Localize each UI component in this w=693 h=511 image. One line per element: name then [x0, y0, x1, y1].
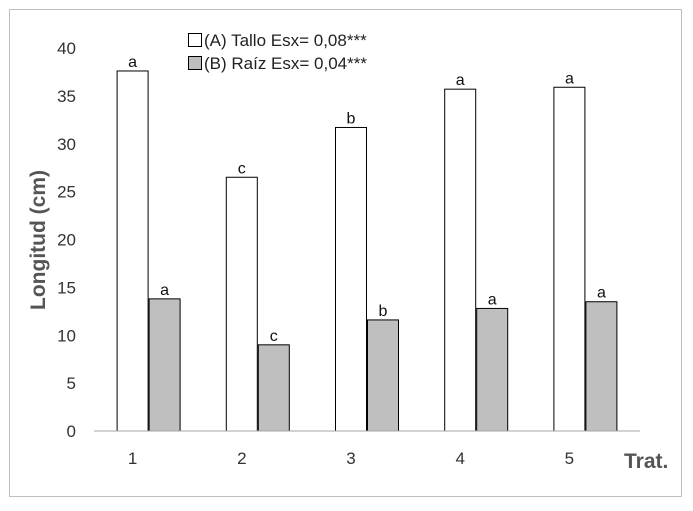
legend-swatch-raiz — [188, 56, 202, 70]
bar-raiz — [367, 319, 399, 432]
significance-labels: a a c c b b a a a a — [128, 54, 606, 345]
x-tick-label: 4 — [455, 449, 464, 468]
legend: (A) Tallo Esx= 0,08*** (B) Raíz Esx= 0,04… — [188, 31, 367, 73]
bar-raiz — [476, 307, 509, 432]
legend-label-raiz: (B) Raíz Esx= 0,04*** — [204, 54, 367, 73]
significance-label: a — [160, 282, 169, 299]
legend-swatch-tallo — [188, 33, 202, 47]
x-tick-labels: 1 2 3 4 5 — [128, 449, 574, 468]
bar-raiz — [148, 298, 181, 432]
y-tick-label: 25 — [57, 183, 76, 202]
y-tick-label: 30 — [57, 135, 76, 154]
bar-tallo — [225, 176, 258, 432]
x-axis-title: Trat. — [624, 450, 668, 473]
x-tick-label: 1 — [128, 449, 137, 468]
y-tick-label: 10 — [57, 326, 76, 345]
y-tick-label: 15 — [57, 278, 76, 297]
significance-label: b — [347, 110, 356, 127]
significance-label: a — [456, 72, 465, 89]
significance-label: a — [488, 291, 497, 308]
x-tick-label: 2 — [237, 449, 246, 468]
x-tick-label: 3 — [346, 449, 355, 468]
significance-label: a — [565, 70, 574, 87]
bar-raiz — [257, 344, 290, 432]
y-tick-label: 35 — [57, 87, 76, 106]
y-tick-label: 20 — [57, 231, 76, 250]
x-tick-label: 5 — [565, 449, 574, 468]
significance-label: c — [270, 328, 278, 345]
bar-tallo — [116, 70, 149, 432]
y-tick-label: 40 — [57, 39, 76, 58]
significance-label: a — [128, 54, 137, 71]
legend-label-tallo: (A) Tallo Esx= 0,08*** — [204, 31, 367, 50]
bars — [116, 70, 618, 432]
bar-tallo — [444, 88, 477, 432]
significance-label: c — [238, 160, 246, 177]
y-tick-labels: 0 5 10 15 20 25 30 35 40 — [57, 39, 76, 441]
bar-tallo — [335, 126, 367, 432]
bar-tallo — [553, 86, 586, 432]
y-axis-title: Longitud (cm) — [27, 170, 50, 310]
y-tick-label: 5 — [67, 374, 76, 393]
bar-raiz — [585, 301, 618, 432]
significance-label: a — [597, 285, 606, 302]
y-tick-label: 0 — [67, 422, 76, 441]
significance-label: b — [379, 303, 388, 320]
